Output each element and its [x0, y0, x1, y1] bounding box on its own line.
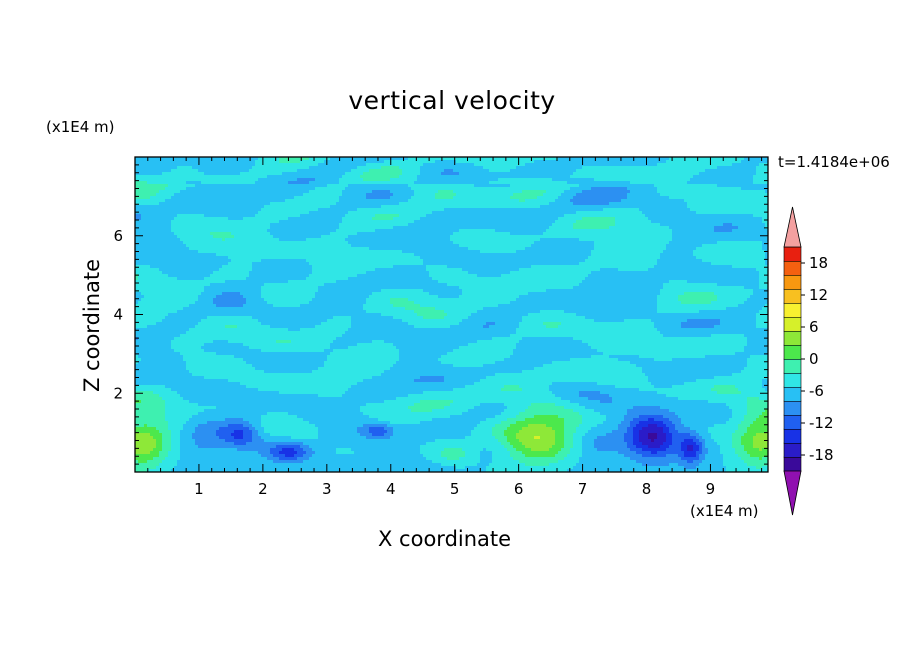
- heatmap-field: [135, 157, 769, 473]
- colorbar-max-arrow: [783, 206, 802, 248]
- colorbar-segment: [783, 260, 802, 276]
- colorbar-tick-label: -6: [809, 382, 824, 400]
- colorbar-segment: [783, 288, 802, 304]
- colorbar-tick-label: 6: [809, 318, 819, 336]
- colorbar-segment: [783, 442, 802, 458]
- colorbar-tick-label: 12: [809, 286, 828, 304]
- colorbar-segment: [783, 414, 802, 430]
- y-axis-unit: (x1E4 m): [46, 118, 115, 136]
- colorbar-segment: [783, 428, 802, 444]
- x-tick-label: 5: [450, 480, 460, 498]
- chart-title: vertical velocity: [0, 86, 904, 115]
- colorbar-tick-label: -12: [809, 414, 834, 432]
- y-tick-label: 6: [113, 227, 123, 245]
- x-axis-label: X coordinate: [378, 527, 511, 551]
- colorbar-segment: [783, 372, 802, 388]
- x-tick-label: 8: [642, 480, 652, 498]
- colorbar-segment: [783, 330, 802, 346]
- colorbar-segment: [783, 358, 802, 374]
- y-tick-label: 2: [113, 384, 123, 402]
- colorbar-segment: [783, 344, 802, 360]
- colorbar-segment: [783, 400, 802, 416]
- x-tick-label: 7: [578, 480, 588, 498]
- colorbar-segment: [783, 316, 802, 332]
- colorbar-min-arrow: [783, 470, 802, 516]
- colorbar-segment: [783, 246, 802, 262]
- time-label: t=1.4184e+06: [778, 153, 890, 171]
- x-tick-label: 9: [706, 480, 716, 498]
- x-tick-label: 1: [194, 480, 204, 498]
- colorbar-tick-label: -18: [809, 446, 834, 464]
- y-tick-label: 4: [113, 306, 123, 324]
- colorbar-segment: [783, 456, 802, 472]
- x-tick-label: 4: [386, 480, 396, 498]
- colorbar-segment: [783, 386, 802, 402]
- colorbar-segment: [783, 302, 802, 318]
- x-tick-label: 6: [514, 480, 524, 498]
- colorbar-tick-label: 18: [809, 254, 828, 272]
- colorbar-tick-label: 0: [809, 350, 819, 368]
- x-axis-unit: (x1E4 m): [690, 502, 759, 520]
- x-tick-label: 3: [322, 480, 332, 498]
- colorbar-segment: [783, 274, 802, 290]
- x-tick-label: 2: [258, 480, 268, 498]
